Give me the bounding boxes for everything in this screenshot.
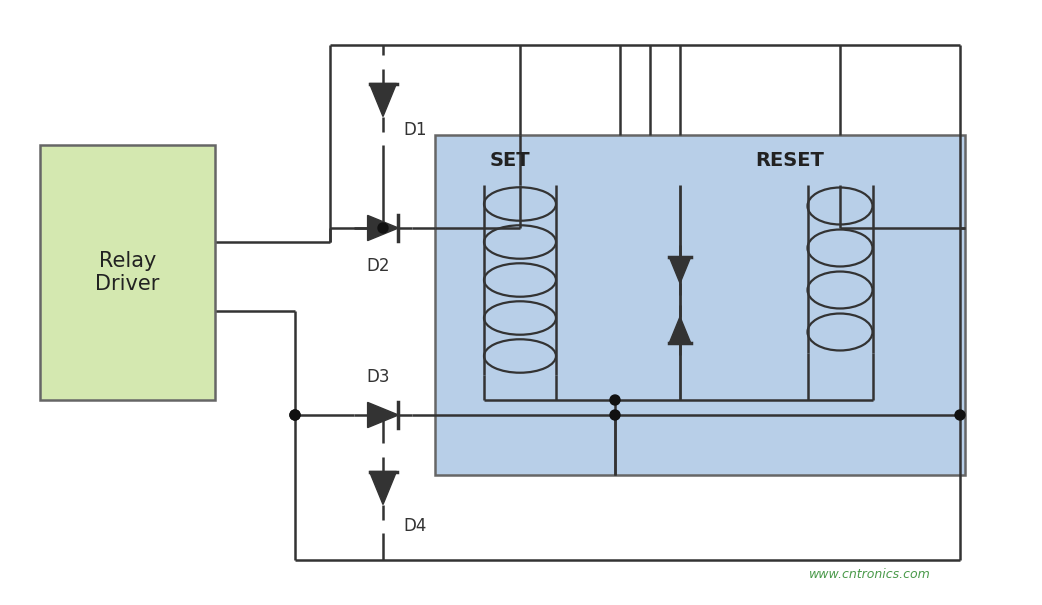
Polygon shape: [368, 402, 398, 428]
Text: SET: SET: [490, 151, 530, 169]
Polygon shape: [669, 257, 691, 283]
Circle shape: [290, 410, 300, 420]
Text: D3: D3: [366, 368, 390, 386]
Circle shape: [378, 223, 388, 233]
Circle shape: [610, 410, 620, 420]
Circle shape: [956, 410, 965, 420]
Text: D2: D2: [366, 257, 390, 275]
Text: Relay
Driver: Relay Driver: [95, 251, 159, 294]
Polygon shape: [370, 83, 397, 117]
Bar: [40, 145, 215, 400]
Polygon shape: [370, 471, 397, 505]
Polygon shape: [669, 317, 691, 343]
Text: D4: D4: [403, 517, 426, 535]
Text: RESET: RESET: [755, 151, 824, 169]
Text: D1: D1: [403, 121, 426, 139]
Circle shape: [610, 395, 620, 405]
Circle shape: [290, 410, 300, 420]
Bar: [435, 135, 965, 475]
Text: www.cntronics.com: www.cntronics.com: [810, 569, 931, 581]
Polygon shape: [368, 215, 398, 241]
